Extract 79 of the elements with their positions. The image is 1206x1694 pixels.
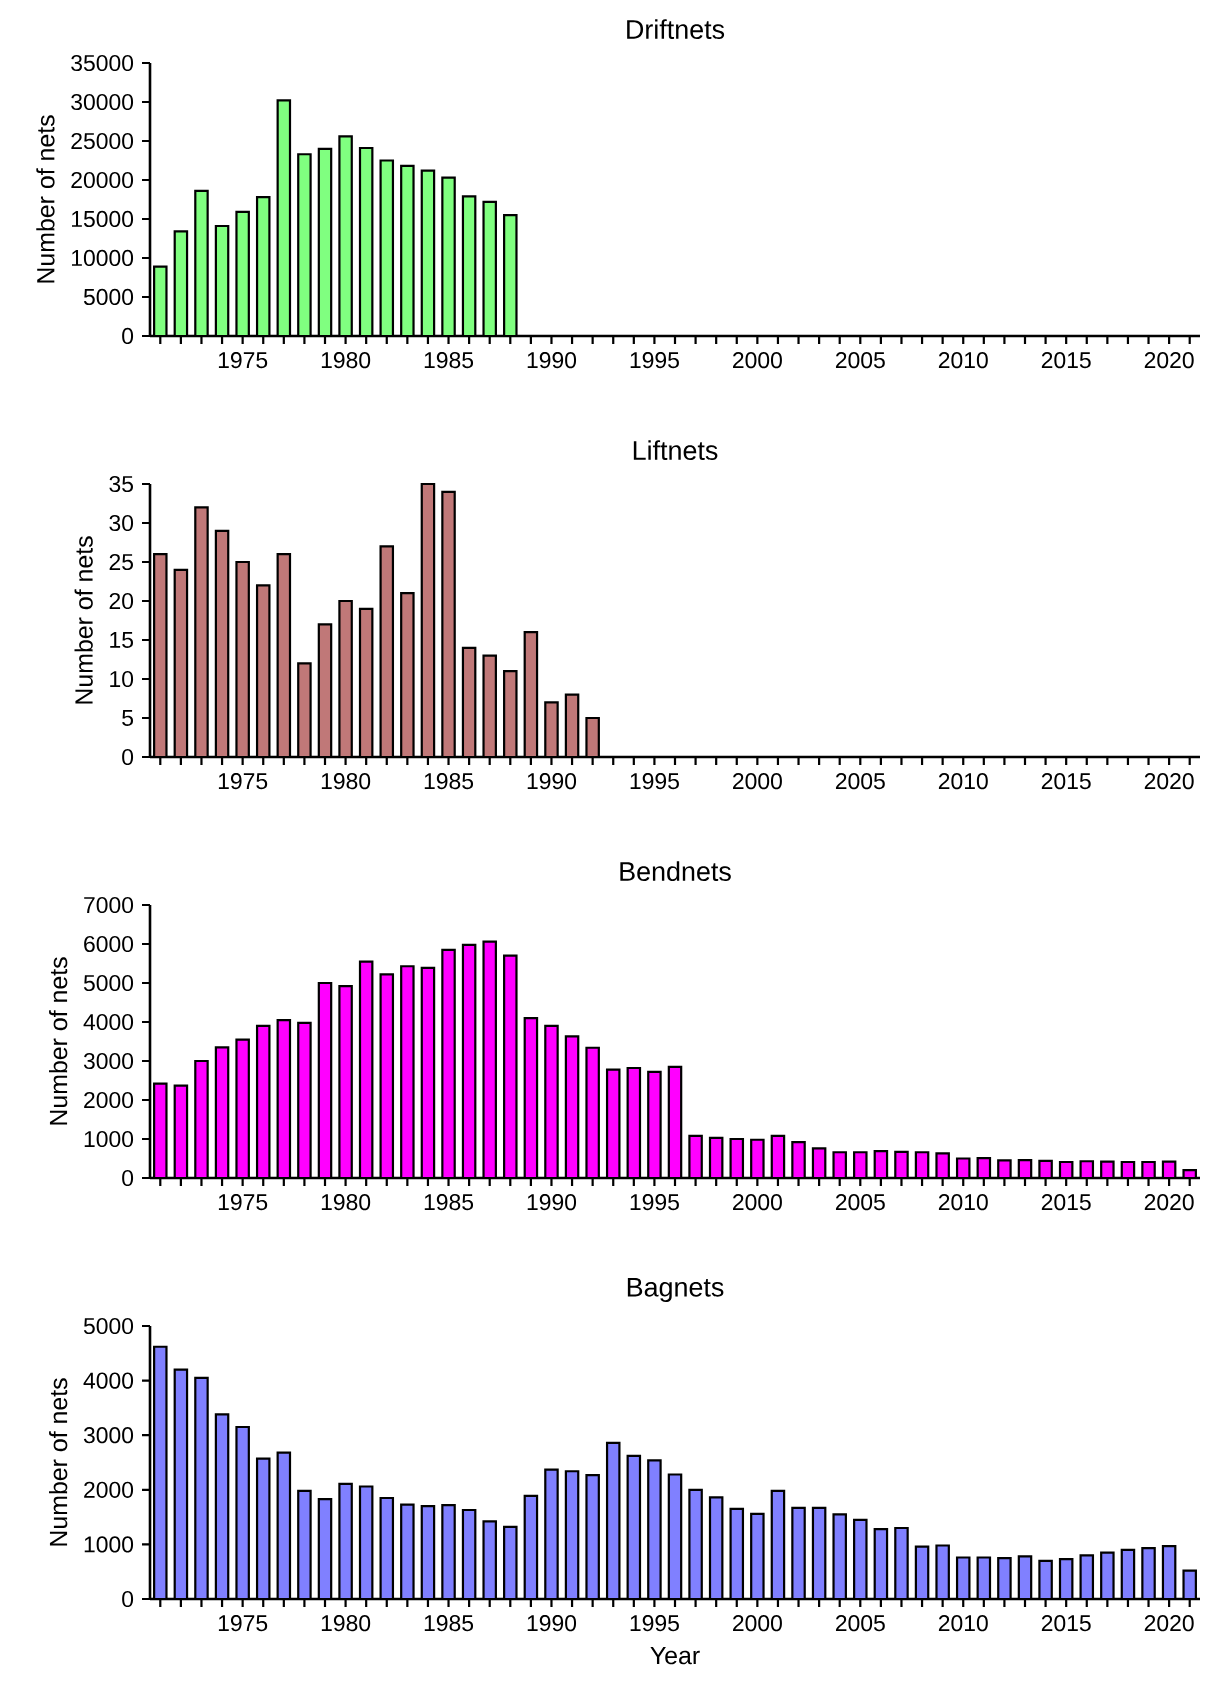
y-tick-label: 0 [122,748,134,766]
y-axis-title: Number of nets [49,1378,68,1546]
x-tick-label: 1975 [218,1194,268,1211]
x-tick-label: 2020 [1144,352,1194,369]
x-tick-label: 1985 [424,773,474,790]
x-tick-label: 2010 [938,352,988,369]
y-tick-label: 30 [109,514,134,532]
y-tick-label: 5 [122,710,134,726]
x-tick-label: 1985 [424,1194,474,1211]
y-tick-label: 4000 [83,1372,134,1389]
x-tick-label: 2005 [835,1615,885,1632]
y-axis-title: Number of nets [36,115,55,283]
x-tick-label: 2015 [1041,352,1091,369]
x-tick-label: 2000 [733,352,782,369]
y-tick-label: 30000 [71,93,134,111]
x-tick-label: 1990 [527,1615,577,1632]
x-tick-label: 2015 [1041,1194,1091,1211]
y-tick-label: 4000 [83,1013,134,1031]
y-tick-label: 2000 [84,1091,134,1109]
x-tick-label: 2000 [733,1615,782,1632]
x-tick-label: 2000 [733,773,782,790]
x-tick-label: 1985 [424,352,474,369]
y-tick-label: 2000 [84,1481,134,1498]
y-tick-label: 35 [109,475,133,493]
y-tick-label: 0 [122,1169,134,1187]
chart-title: Bagnets [627,1277,724,1303]
y-tick-label: 0 [122,327,134,345]
x-tick-label: 2005 [835,1194,885,1211]
y-tick-label: 5000 [83,288,134,306]
x-tick-label: 2005 [835,773,885,790]
x-tick-label: 1975 [218,773,268,790]
x-tick-label: 1990 [527,773,577,790]
y-tick-label: 7000 [84,896,134,914]
y-tick-label: 10 [110,670,134,688]
x-tick-label: 2010 [938,773,988,790]
x-tick-label: 1990 [527,352,577,369]
x-tick-label: 1990 [527,1194,577,1211]
x-tick-label: 2020 [1144,773,1194,790]
chart-title: Liftnets [633,440,718,460]
y-axis-title: Number of nets [74,536,93,704]
x-tick-label: 1975 [218,352,268,369]
y-tick-label: 25 [109,553,133,571]
x-tick-label: 1980 [321,1615,371,1632]
y-tick-label: 0 [122,1590,134,1608]
x-axis-title: Year [650,1646,700,1665]
x-tick-label: 2005 [835,352,885,369]
y-tick-label: 20 [109,592,134,610]
x-tick-label: 2010 [938,1615,988,1632]
y-tick-label: 3000 [83,1052,134,1070]
x-tick-label: 1980 [321,352,371,369]
y-tick-label: 6000 [84,935,134,953]
y-tick-label: 25000 [71,132,134,150]
x-tick-label: 2015 [1041,773,1091,790]
y-tick-label: 5000 [83,1317,134,1335]
y-tick-label: 10000 [72,249,134,267]
x-tick-label: 1995 [630,1615,679,1632]
x-tick-label: 1995 [630,773,679,790]
y-tick-label: 3000 [83,1427,134,1444]
x-tick-label: 2020 [1144,1194,1194,1211]
x-tick-label: 2015 [1041,1615,1091,1632]
chart-title: Driftnets [627,19,725,39]
y-axis-title: Number of nets [49,957,68,1125]
x-tick-label: 2010 [938,1194,988,1211]
y-tick-label: 1000 [84,1536,134,1553]
chart-title: Bendnets [620,861,731,881]
y-tick-label: 15000 [72,210,134,228]
x-tick-label: 1980 [321,1194,371,1211]
x-tick-label: 1980 [321,773,371,790]
x-tick-label: 2000 [733,1194,782,1211]
x-tick-label: 1995 [630,352,679,369]
x-tick-label: 1975 [218,1615,268,1632]
y-tick-label: 20000 [71,171,134,189]
x-tick-label: 1985 [424,1615,474,1632]
y-tick-label: 5000 [83,974,134,992]
y-tick-label: 1000 [84,1130,134,1148]
y-tick-label: 15 [110,632,133,648]
x-tick-label: 2020 [1144,1615,1194,1632]
x-tick-label: 1995 [630,1194,679,1211]
y-tick-label: 35000 [71,54,134,72]
